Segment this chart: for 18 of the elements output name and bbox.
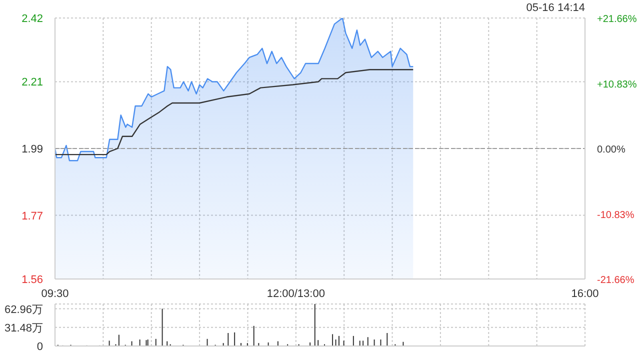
- y-tick-label: 2.42: [22, 13, 43, 25]
- y-tick-label: 62.96万: [4, 304, 43, 316]
- x-tick-label: 16:00: [571, 288, 599, 300]
- y-tick-label: 0: [36, 341, 43, 353]
- y-tick-label: 31.48万: [4, 322, 43, 334]
- y-tick-label: 1.56: [22, 274, 43, 286]
- y-tick-label: 2.21: [22, 76, 43, 89]
- y2-tick-label: -21.66%: [597, 275, 634, 286]
- y2-tick-label: -10.83%: [597, 210, 634, 221]
- line-series: [55, 68, 414, 156]
- x-tick-label: 09:30: [41, 288, 69, 300]
- y-tick-label: 1.99: [22, 144, 43, 156]
- y2-tick-label: +21.66%: [597, 14, 637, 25]
- y2-tick-label: +10.83%: [597, 79, 637, 90]
- y2-tick-label: 0.00%: [597, 144, 626, 156]
- y-tick-label: 1.77: [22, 210, 43, 222]
- text: 05-16 14:14: [526, 2, 585, 14]
- x-tick-label: 12:00/13:00: [266, 288, 325, 300]
